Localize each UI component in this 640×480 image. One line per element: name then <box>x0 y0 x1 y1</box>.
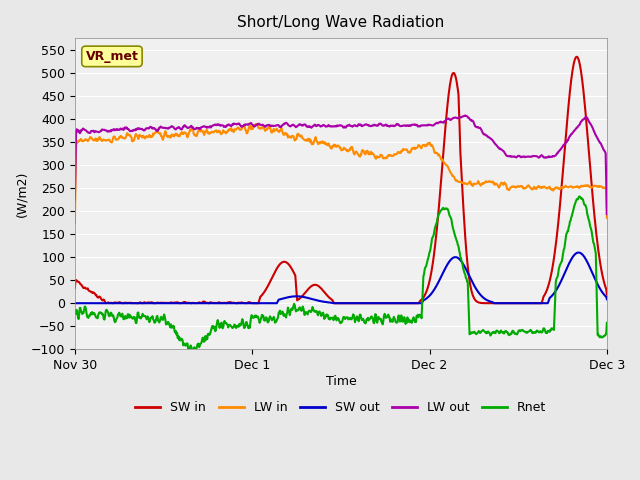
LW out <box>71 197 79 203</box>
Line: LW out: LW out <box>75 115 607 214</box>
Title: Short/Long Wave Radiation: Short/Long Wave Radiation <box>237 15 445 30</box>
Rnet <box>324 312 332 318</box>
LW out <box>593 134 601 140</box>
SW in <box>596 260 604 265</box>
SW out <box>421 297 429 302</box>
Line: SW out: SW out <box>75 252 607 303</box>
Rnet <box>422 264 429 270</box>
Line: SW in: SW in <box>75 57 607 303</box>
Y-axis label: (W/m2): (W/m2) <box>15 170 28 217</box>
Rnet <box>575 193 583 199</box>
LW in <box>324 143 332 148</box>
SW in <box>394 300 402 306</box>
LW in <box>71 220 79 226</box>
SW out <box>88 300 95 306</box>
LW out <box>603 211 611 217</box>
SW out <box>593 280 601 286</box>
LW in <box>422 143 429 148</box>
LW in <box>394 149 402 155</box>
SW in <box>71 285 79 291</box>
SW out <box>596 285 604 291</box>
SW in <box>603 292 611 298</box>
SW in <box>422 290 429 296</box>
Rnet <box>603 320 611 325</box>
LW out <box>461 112 469 118</box>
LW in <box>603 215 611 221</box>
Rnet <box>596 335 604 340</box>
LW out <box>394 122 401 128</box>
Line: Rnet: Rnet <box>75 196 607 352</box>
LW out <box>421 122 429 128</box>
SW in <box>324 293 332 299</box>
LW out <box>323 123 331 129</box>
LW in <box>596 183 604 189</box>
SW out <box>323 300 331 305</box>
LW in <box>593 184 601 190</box>
SW out <box>394 300 401 306</box>
LW out <box>88 128 95 134</box>
SW out <box>575 250 582 255</box>
Rnet <box>88 311 95 316</box>
Rnet <box>71 307 79 313</box>
SW out <box>603 296 611 302</box>
LW out <box>596 139 604 145</box>
X-axis label: Time: Time <box>326 375 356 388</box>
Rnet <box>189 349 196 355</box>
SW in <box>573 54 580 60</box>
Legend: SW in, LW in, SW out, LW out, Rnet: SW in, LW in, SW out, LW out, Rnet <box>131 396 552 419</box>
Text: VR_met: VR_met <box>86 50 138 63</box>
Rnet <box>594 332 602 338</box>
SW in <box>109 300 116 306</box>
SW in <box>88 289 95 295</box>
LW in <box>88 135 95 141</box>
SW out <box>71 300 79 306</box>
SW in <box>594 242 602 248</box>
Line: LW in: LW in <box>75 124 607 223</box>
LW in <box>253 121 261 127</box>
Rnet <box>394 313 402 319</box>
